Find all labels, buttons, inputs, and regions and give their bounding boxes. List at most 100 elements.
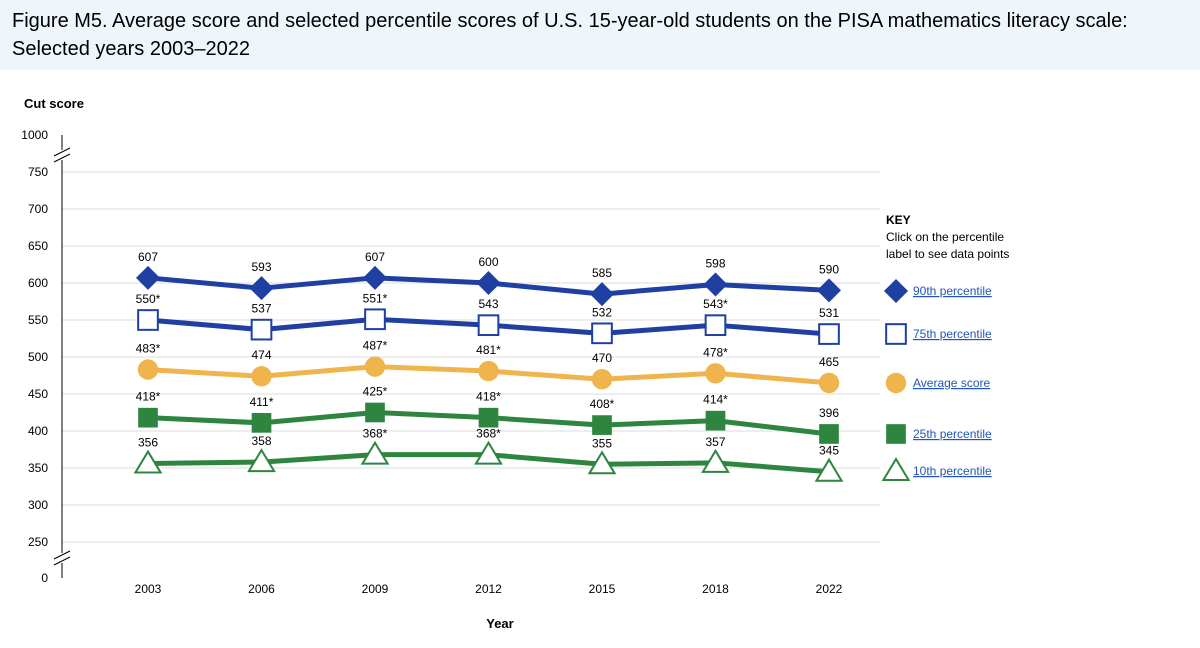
y-tick-label: 250 [28, 535, 48, 549]
y-tick-label: 600 [28, 276, 48, 290]
data-label: 418* [476, 390, 501, 404]
data-label: 551* [363, 291, 388, 305]
y-tick-label: 700 [28, 202, 48, 216]
data-label: 532 [592, 305, 612, 319]
series-markers [133, 265, 844, 482]
y-tick-label-top-break: 1000 [21, 128, 48, 142]
y-tick-label: 400 [28, 424, 48, 438]
legend-link[interactable]: Average score [913, 376, 990, 390]
axis-break-mark [53, 550, 71, 560]
data-point [137, 359, 159, 380]
data-label: 418* [136, 390, 161, 404]
x-tick-label: 2022 [816, 582, 843, 596]
data-point [251, 413, 272, 433]
data-point [137, 309, 159, 331]
y-tick-label: 350 [28, 461, 48, 475]
data-label: 478* [703, 345, 728, 359]
legend-link[interactable]: 25th percentile [913, 427, 992, 441]
data-point [478, 407, 499, 428]
data-point [587, 450, 617, 475]
x-tick-label: 2012 [475, 582, 502, 596]
data-label: 470 [592, 351, 612, 365]
data-point [250, 318, 273, 341]
data-label: 593 [251, 260, 271, 274]
data-label: 531 [819, 306, 839, 320]
data-point [365, 402, 385, 423]
data-label: 408* [590, 397, 615, 411]
data-label: 357 [705, 435, 725, 449]
data-point [590, 282, 614, 307]
data-label: 411* [250, 395, 274, 409]
data-label: 368* [476, 427, 501, 441]
data-point [819, 424, 839, 444]
data-point [363, 265, 387, 290]
data-label: 465 [819, 355, 839, 369]
x-tick-label: 2006 [248, 582, 275, 596]
data-point [360, 440, 390, 465]
axis-break-mark [53, 556, 71, 566]
x-tick-label: 2009 [362, 582, 389, 596]
data-label: 590 [819, 262, 839, 276]
data-point [817, 278, 841, 303]
y-tick-label: 450 [28, 387, 48, 401]
data-point [703, 272, 728, 297]
data-point [701, 448, 730, 473]
x-tick-label: 2015 [589, 582, 616, 596]
data-label: 356 [138, 436, 158, 450]
legend-marker [885, 323, 907, 345]
y-tick-label: 550 [28, 313, 48, 327]
data-label: 598 [705, 256, 725, 270]
data-label: 481* [476, 343, 501, 357]
legend-marker [881, 457, 911, 481]
data-label: 414* [703, 393, 728, 407]
data-point [247, 448, 276, 473]
y-tick-label: 500 [28, 350, 48, 364]
y-tick-label: 750 [28, 165, 48, 179]
data-label: 483* [136, 342, 161, 356]
legend-marker [885, 372, 907, 394]
data-point [592, 415, 612, 435]
title-bar: Figure M5. Average score and selected pe… [0, 0, 1200, 70]
data-label: 543 [478, 297, 498, 311]
x-tick-label: 2003 [135, 582, 162, 596]
data-point [364, 356, 386, 377]
data-label: 543* [703, 297, 728, 311]
y-tick-label: 650 [28, 239, 48, 253]
y-axis-label: Cut score [24, 96, 84, 111]
y-tick-label: 300 [28, 498, 48, 512]
gridlines [62, 171, 880, 543]
data-point [249, 276, 274, 301]
data-point [251, 366, 272, 387]
key-title: KEY [886, 213, 911, 227]
data-label: 396 [819, 406, 839, 420]
data-point [591, 322, 613, 345]
key-instructions-1: Click on the percentile [886, 230, 1004, 244]
data-point [474, 440, 503, 465]
data-label: 425* [363, 385, 388, 399]
legend-link[interactable]: 90th percentile [913, 284, 992, 298]
legend: KEY Click on the percentile label to see… [881, 213, 1009, 481]
legend-marker [886, 424, 906, 444]
key-instructions-2: label to see data points [886, 247, 1009, 261]
x-tick-labels: 2003 2006 2009 2012 2015 2018 2022 [135, 582, 843, 596]
data-label: 537 [251, 302, 271, 316]
legend-link[interactable]: 10th percentile [913, 464, 992, 478]
data-label: 607 [365, 250, 385, 264]
data-point [364, 308, 386, 331]
data-label: 345 [819, 444, 839, 458]
data-point [476, 271, 501, 295]
data-label: 355 [592, 436, 612, 450]
legend-link[interactable]: 75th percentile [913, 327, 992, 341]
axis-break-mark [53, 147, 71, 157]
y-axis [53, 135, 71, 578]
x-tick-label: 2018 [702, 582, 729, 596]
data-point [818, 372, 840, 394]
data-point [818, 323, 840, 345]
data-label: 550* [136, 292, 161, 306]
x-axis-label: Year [486, 616, 513, 631]
data-point [478, 360, 499, 382]
legend-marker [884, 279, 908, 303]
data-label: 368* [363, 427, 388, 441]
data-point [591, 369, 613, 390]
